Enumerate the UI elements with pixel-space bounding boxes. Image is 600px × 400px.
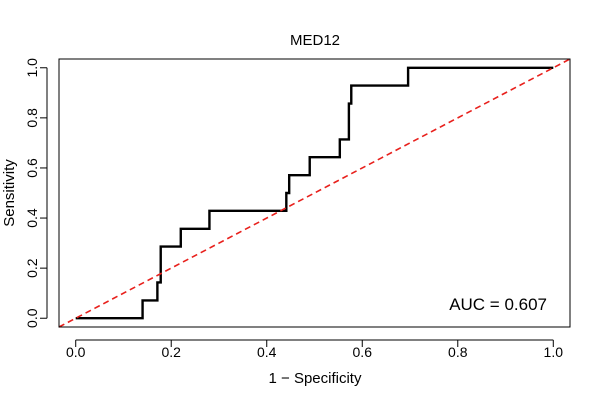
y-tick-label: 0.2 xyxy=(24,258,40,278)
axes: 0.0 0.2 0.4 0.6 0.8 1.0 0.0 0.2 0.4 0.6 0.8 1.0 xyxy=(24,58,563,360)
roc-curve xyxy=(75,66,554,320)
x-tick-label: 0.4 xyxy=(257,344,277,360)
chart-title: MED12 xyxy=(290,32,340,49)
reference-line xyxy=(58,58,571,328)
x-tick-label: 1.0 xyxy=(544,344,564,360)
y-axis-label: Sensitivity xyxy=(1,159,18,227)
y-tick-label: 0.6 xyxy=(24,158,40,178)
x-tick-label: 0.6 xyxy=(353,344,373,360)
plot-frame xyxy=(58,58,571,328)
plot-area xyxy=(58,58,571,328)
auc-annotation: AUC = 0.607 xyxy=(449,295,547,314)
x-axis-label: 1 − Specificity xyxy=(269,370,362,387)
x-tick-label: 0.8 xyxy=(448,344,468,360)
y-tick-label: 0.4 xyxy=(24,208,40,228)
y-tick-label: 0.0 xyxy=(24,308,40,328)
x-tick-label: 0.0 xyxy=(66,344,86,360)
y-tick-label: 0.8 xyxy=(24,108,40,128)
y-tick-label: 1.0 xyxy=(24,58,40,78)
x-tick-label: 0.2 xyxy=(161,344,181,360)
